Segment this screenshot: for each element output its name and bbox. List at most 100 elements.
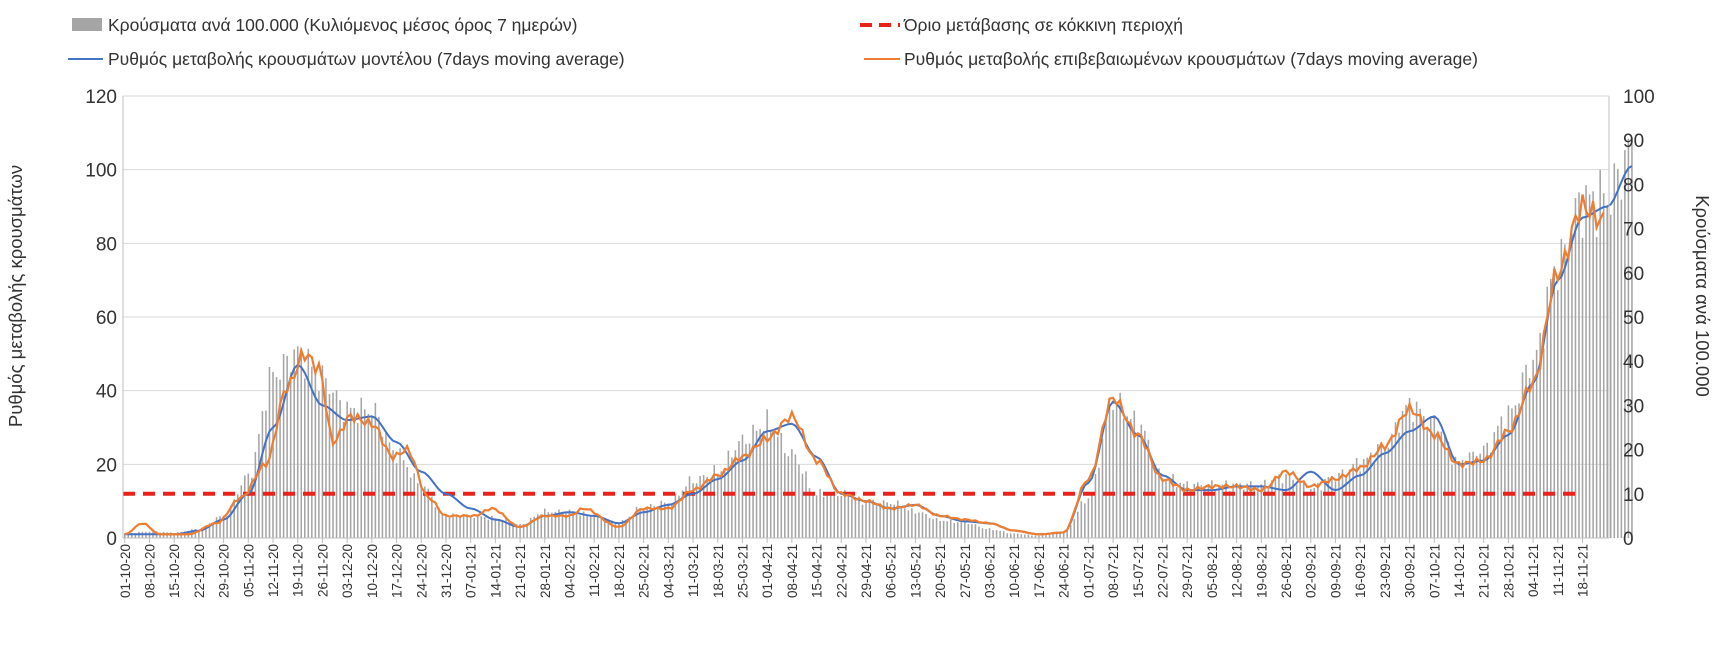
bar: [974, 524, 977, 538]
bar: [123, 533, 126, 538]
bar: [978, 526, 980, 538]
bar: [554, 511, 557, 538]
x-tick-label: 24-12-20: [414, 544, 429, 598]
bar: [1264, 479, 1266, 538]
bar: [1140, 424, 1143, 538]
bar: [1161, 478, 1164, 538]
x-tick-label: 08-07-21: [1106, 544, 1121, 598]
bar: [1479, 453, 1481, 538]
bar: [215, 517, 218, 538]
bar: [402, 460, 405, 538]
bar: [805, 471, 807, 538]
bar: [342, 421, 345, 538]
bar: [1214, 489, 1217, 538]
bar: [1154, 464, 1157, 538]
bar: [1595, 237, 1598, 539]
x-tick-label: 11-02-21: [587, 544, 602, 597]
bar: [452, 513, 454, 538]
bar: [1532, 359, 1534, 538]
bar: [1313, 487, 1316, 538]
bar: [1204, 488, 1206, 538]
bar: [1408, 397, 1411, 538]
bar: [935, 518, 938, 538]
bar: [1542, 348, 1545, 538]
x-tick-label: 29-04-21: [859, 544, 874, 598]
bar: [243, 475, 246, 538]
x-tick-label: 11-11-21: [1551, 544, 1566, 596]
bar: [674, 493, 677, 538]
x-tick-label: 01-10-20: [118, 544, 133, 598]
bar: [879, 503, 881, 538]
bar: [833, 491, 836, 538]
bar: [738, 441, 740, 538]
bar: [395, 463, 398, 538]
bar: [286, 355, 288, 538]
bar: [798, 464, 800, 538]
legend: Κρούσματα ανά 100.000 (Κυλιόμενος μέσος …: [68, 15, 1478, 69]
right-tick-label: 40: [1623, 352, 1644, 373]
bar: [356, 423, 359, 538]
bar: [1338, 472, 1340, 538]
bar: [325, 378, 327, 538]
bar: [1024, 534, 1026, 538]
axes: 0 20 40 60 80 100 120 0 10 20 30 40 50 60 70 80 90 100 01-…: [85, 87, 1654, 598]
bar: [773, 431, 776, 538]
x-tick-label: 24-06-21: [1057, 544, 1072, 598]
bar: [847, 496, 850, 538]
bar: [222, 515, 225, 538]
bar: [1013, 533, 1016, 538]
bar: [526, 523, 528, 538]
bar: [1549, 279, 1552, 538]
bar: [1588, 194, 1591, 538]
bar: [1165, 478, 1167, 538]
bar: [1253, 487, 1256, 538]
bar: [667, 503, 670, 538]
x-tick-label: 07-10-21: [1427, 544, 1442, 598]
bar: [127, 533, 130, 538]
bar: [1571, 234, 1573, 538]
bar: [776, 436, 779, 538]
bar: [1038, 535, 1040, 538]
bar: [1246, 483, 1248, 538]
bar: [889, 504, 892, 538]
bar-series: [123, 137, 1633, 539]
bar: [1260, 484, 1263, 538]
bar: [1207, 484, 1210, 538]
bar: [1193, 483, 1196, 538]
left-tick-label: 0: [106, 529, 117, 550]
bar: [487, 519, 490, 538]
bar: [529, 517, 532, 538]
bar: [639, 509, 641, 538]
line-series: [124, 165, 1633, 536]
bar: [1228, 490, 1231, 538]
bar: [819, 488, 821, 538]
x-tick-label: 03-06-21: [983, 544, 998, 598]
bar: [995, 530, 998, 538]
bar: [681, 490, 684, 538]
right-tick-label: 100: [1623, 87, 1655, 108]
bar: [678, 495, 680, 538]
bar: [519, 524, 521, 538]
bar: [861, 504, 864, 538]
bar: [349, 407, 352, 538]
bar: [836, 496, 839, 538]
bar: [501, 520, 504, 538]
bar: [311, 366, 313, 538]
bar: [512, 524, 514, 538]
bar: [1115, 402, 1118, 538]
bar: [505, 519, 507, 538]
bar: [985, 529, 987, 538]
bar: [589, 516, 592, 538]
bar: [1504, 430, 1506, 538]
bar: [1045, 535, 1047, 538]
bar: [829, 492, 832, 538]
bar: [586, 515, 588, 538]
right-tick-label: 80: [1623, 175, 1644, 196]
x-tick-label: 20-05-21: [933, 544, 948, 598]
x-tick-label: 13-05-21: [908, 544, 923, 598]
bar: [1422, 416, 1425, 538]
bar: [367, 413, 370, 538]
bar: [1617, 168, 1619, 538]
bar: [381, 436, 384, 538]
x-tick-label: 15-07-21: [1131, 544, 1146, 598]
